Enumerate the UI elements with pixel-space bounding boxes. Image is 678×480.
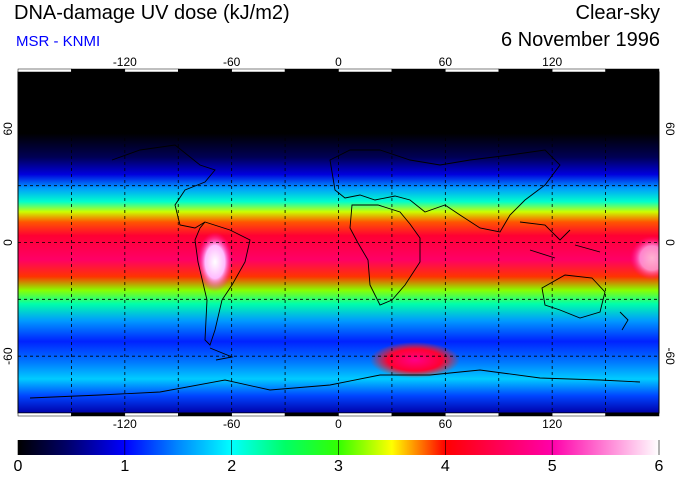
colorbar-label: 1 — [120, 458, 130, 475]
lat-tick-label-left: -60 — [1, 347, 15, 365]
frame-tick-bands — [17, 68, 660, 417]
andes-maximum — [197, 232, 233, 292]
lon-tick-label-top: -60 — [223, 55, 241, 69]
lon-tick-label-top: 120 — [542, 55, 562, 69]
lon-tick-label-top: 0 — [335, 55, 342, 69]
frame-band-top — [391, 68, 446, 73]
map-title: DNA-damage UV dose (kJ/m2) — [14, 2, 290, 24]
latitude-labels-left: 60 0 -60 — [1, 122, 15, 365]
frame-band-top — [445, 68, 500, 73]
lon-tick-label-bottom: -60 — [223, 417, 241, 431]
colorbar-label: 0 — [13, 458, 23, 475]
frame-band-top — [498, 68, 553, 73]
frame-band-top — [17, 68, 72, 73]
lon-tick-label-top: -120 — [113, 55, 137, 69]
frame-band-bottom — [605, 412, 660, 417]
frame-band-top — [605, 68, 660, 73]
frame-band-bottom — [284, 412, 339, 417]
lon-tick-label-bottom: 0 — [335, 417, 342, 431]
frame-band-bottom — [498, 412, 553, 417]
frame-band-bottom — [551, 412, 606, 417]
frame-band-top — [231, 68, 286, 73]
frame-band-top — [551, 68, 606, 73]
longitude-labels-top: -120 -60 0 60 120 — [113, 55, 563, 69]
frame-band-bottom — [178, 412, 232, 417]
date-label: 6 November 1996 — [501, 29, 660, 51]
frame-band-bottom — [124, 412, 179, 417]
lat-lon-grid — [18, 72, 659, 413]
frame-band-bottom — [445, 412, 500, 417]
lon-tick-label-bottom: -120 — [113, 417, 137, 431]
latitude-labels-right: 60 0 -60 — [663, 122, 677, 365]
lon-tick-label-bottom: 120 — [542, 417, 562, 431]
frame-band-bottom — [391, 412, 446, 417]
frame-band-bottom — [71, 412, 126, 417]
lat-tick-label-right: 0 — [663, 239, 677, 246]
frame-band-top — [71, 68, 126, 73]
coastlines — [29, 144, 641, 399]
source-label: MSR - KNMI — [16, 33, 101, 50]
colorbar-label: 3 — [334, 458, 343, 475]
colorbar-label: 4 — [440, 458, 450, 475]
frame-band-top — [338, 68, 393, 73]
lat-tick-label-right: 60 — [663, 122, 677, 136]
longitude-labels-bottom: -120 -60 0 60 120 — [113, 417, 563, 431]
colorbar-label: 6 — [654, 458, 664, 475]
frame-band-bottom — [17, 412, 72, 417]
pacific-maximum — [630, 236, 659, 280]
lon-tick-label-bottom: 60 — [439, 417, 453, 431]
frame-band-bottom — [338, 412, 393, 417]
southern-ocean-maximum — [370, 342, 460, 378]
frame-band-top — [284, 68, 339, 73]
frame-band-top — [124, 68, 179, 73]
lat-tick-label-left: 60 — [1, 122, 15, 136]
lat-tick-label-right: -60 — [663, 347, 677, 365]
lon-tick-label-top: 60 — [439, 55, 453, 69]
frame-band-bottom — [231, 412, 286, 417]
colorbar-label: 5 — [547, 458, 557, 475]
colorbar-label: 2 — [227, 458, 237, 475]
lat-tick-label-left: 0 — [1, 239, 15, 246]
colorbar-ticks — [17, 440, 660, 455]
frame-band-top — [178, 68, 232, 73]
sky-condition-label: Clear-sky — [575, 2, 660, 24]
